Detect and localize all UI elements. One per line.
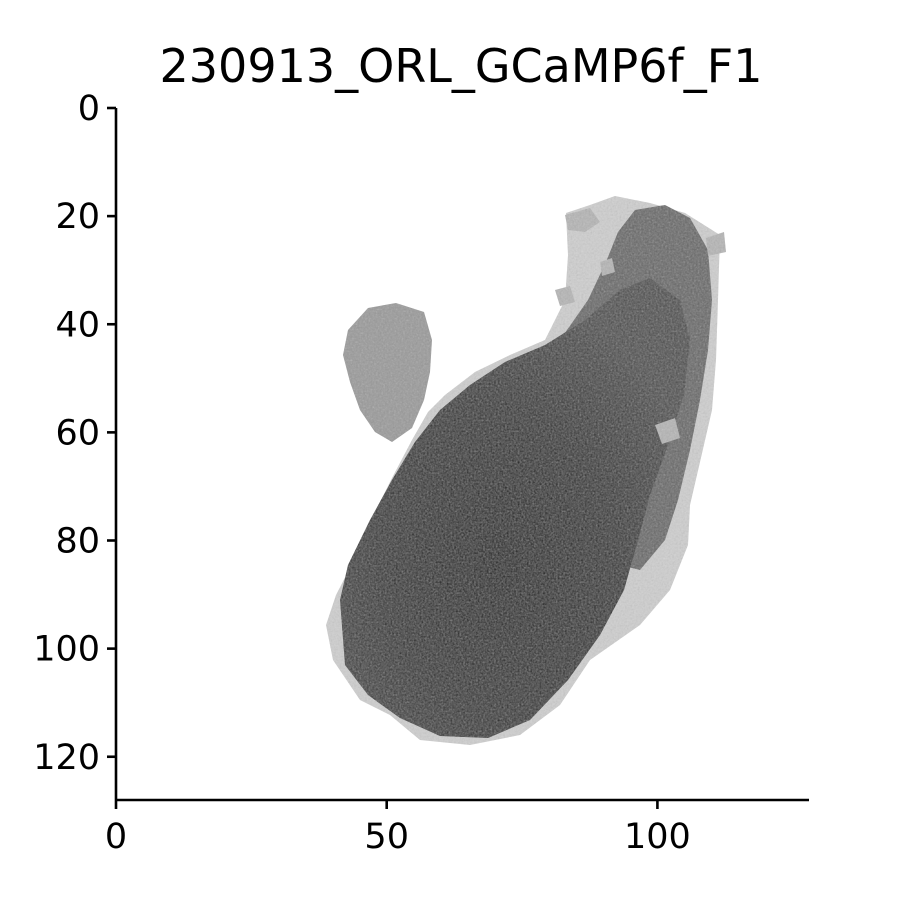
x-tick-label: 0: [105, 817, 127, 857]
y-tick-label: 0: [78, 89, 100, 129]
y-tick-label: 80: [55, 522, 100, 562]
main-body-region: [340, 278, 690, 738]
heatmap-image: [326, 196, 726, 745]
y-tick-label: 100: [33, 630, 100, 670]
x-tick-label: 50: [364, 817, 409, 857]
y-tick-label: 120: [33, 738, 100, 778]
y-tick-label: 60: [55, 413, 100, 453]
x-ticks: 0 50 100: [105, 800, 691, 857]
axes: [114, 108, 809, 802]
y-tick-label: 20: [55, 197, 100, 237]
upper-left-lobe-region: [343, 303, 432, 442]
chart-title: 230913_ORL_GCaMP6f_F1: [160, 39, 763, 93]
x-tick-label: 100: [624, 817, 691, 857]
y-tick-label: 40: [55, 305, 100, 345]
y-ticks: 0 20 40 60 80 100 120: [33, 89, 116, 778]
